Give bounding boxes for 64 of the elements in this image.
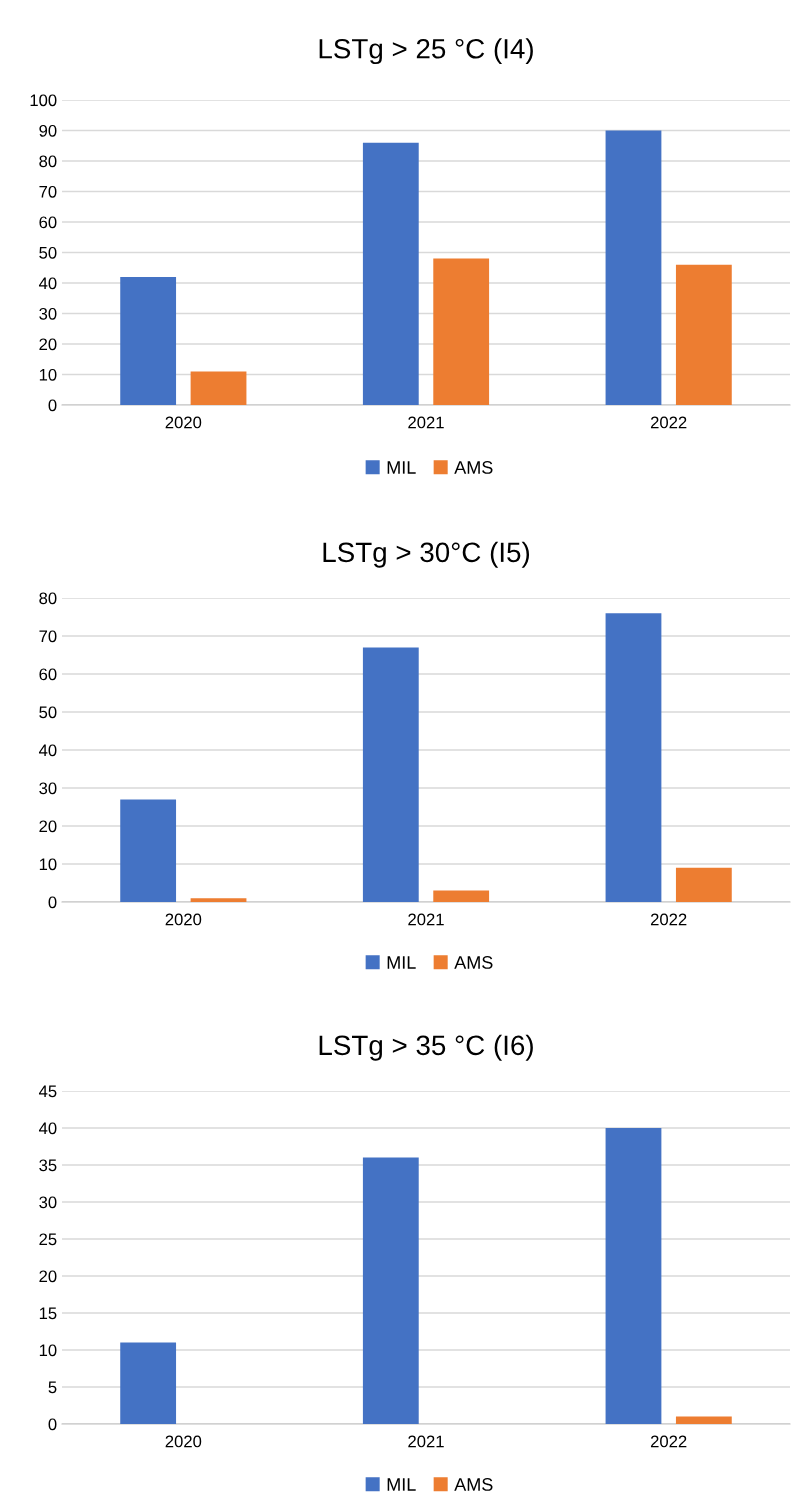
bar — [190, 898, 247, 902]
y-tick-label: 45 — [38, 1085, 57, 1098]
legend-label: AMS — [454, 461, 493, 474]
y-tick-label: 50 — [39, 246, 57, 259]
bar — [120, 1342, 177, 1424]
y-tick-label: 100 — [30, 94, 57, 107]
x-tick-label: 2021 — [408, 1435, 444, 1448]
y-tick-label: 20 — [39, 1270, 57, 1283]
y-tick-label: 30 — [39, 782, 57, 795]
y-tick-label: 80 — [39, 155, 57, 168]
y-tick-label: 10 — [39, 858, 57, 871]
y-tick-label: 90 — [39, 124, 57, 137]
y-tick-label: 40 — [38, 744, 57, 757]
y-tick-label: 70 — [39, 185, 57, 198]
x-tick-label: 2020 — [165, 913, 202, 926]
bar — [605, 1128, 662, 1424]
x-tick-label: 2020 — [165, 416, 202, 429]
x-tick-label: 2020 — [165, 1435, 202, 1448]
y-tick-label: 60 — [39, 668, 57, 681]
bar — [362, 142, 419, 405]
bar — [362, 1157, 419, 1424]
y-tick-label: 20 — [39, 338, 57, 351]
legend-label: MIL — [387, 956, 416, 969]
bar — [605, 613, 662, 902]
x-tick-label: 2022 — [650, 416, 687, 429]
bar — [675, 1416, 732, 1424]
bar — [362, 647, 419, 902]
y-tick-label: 0 — [48, 1418, 57, 1431]
chart-title: LSTg > 25 °C (I4) — [319, 38, 533, 65]
y-tick-label: 70 — [39, 630, 57, 643]
y-tick-label: 0 — [48, 896, 57, 909]
bar — [190, 371, 247, 405]
y-tick-label: 10 — [39, 1344, 57, 1357]
legend-label: MIL — [387, 461, 416, 474]
y-tick-label: 40 — [38, 1122, 57, 1135]
bar — [120, 799, 177, 902]
x-tick-label: 2021 — [408, 913, 444, 926]
y-tick-label: 30 — [39, 1196, 57, 1209]
y-tick-label: 10 — [39, 368, 57, 381]
y-tick-label: 5 — [48, 1381, 57, 1394]
x-tick-label: 2022 — [650, 1435, 687, 1448]
legend-label: AMS — [454, 1478, 493, 1491]
y-tick-label: 25 — [39, 1233, 57, 1246]
y-tick-label: 30 — [39, 307, 57, 320]
y-tick-label: 35 — [39, 1159, 57, 1172]
x-tick-label: 2022 — [650, 913, 687, 926]
legend-label: AMS — [454, 956, 493, 969]
y-tick-label: 50 — [39, 706, 57, 719]
chart-title: LSTg > 35 °C (I6) — [319, 1034, 533, 1061]
y-tick-label: 40 — [38, 277, 57, 290]
y-tick-label: 20 — [39, 820, 57, 833]
bar — [675, 867, 732, 902]
bar — [605, 130, 662, 405]
bar — [433, 258, 490, 405]
bar — [120, 276, 177, 405]
y-tick-label: 15 — [39, 1307, 57, 1320]
legend-label: MIL — [387, 1478, 416, 1491]
chart-title: LSTg > 30°C (I5) — [323, 541, 530, 568]
bar — [433, 890, 490, 902]
y-tick-label: 80 — [39, 592, 57, 605]
y-tick-label: 60 — [39, 216, 57, 229]
bar — [675, 264, 732, 405]
x-tick-label: 2021 — [408, 416, 444, 429]
y-tick-label: 0 — [48, 399, 57, 412]
